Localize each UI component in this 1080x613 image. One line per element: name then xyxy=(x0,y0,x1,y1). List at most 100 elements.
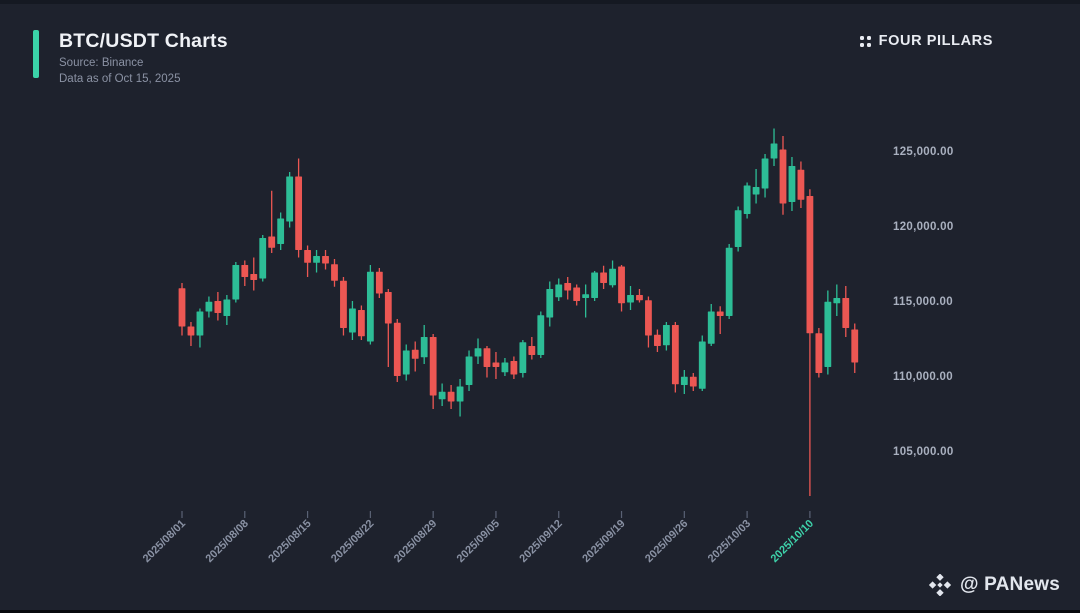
candle-body xyxy=(591,272,599,298)
candle-body xyxy=(528,346,536,355)
candle-body xyxy=(187,326,195,336)
x-axis-labels: 2025/08/01 2025/08/08 2025/08/15 2025/08/22… xyxy=(141,511,816,565)
x-axis-tick-label: 2025/08/29 xyxy=(392,518,439,565)
y-axis-tick-label: 105,000.00 xyxy=(893,446,954,458)
candle-body xyxy=(752,187,760,195)
x-axis-tick-label: 2025/08/08 xyxy=(203,518,250,565)
candle-body xyxy=(689,376,697,387)
candle-body xyxy=(492,362,500,367)
candle-body xyxy=(600,272,607,283)
candle-body xyxy=(788,166,796,202)
candle-body xyxy=(304,250,311,263)
candle-body xyxy=(519,342,527,373)
candle-body xyxy=(761,158,769,189)
candle-body xyxy=(573,287,581,301)
candle-body xyxy=(654,334,661,346)
candle-body xyxy=(510,361,518,375)
candle-body xyxy=(393,322,401,376)
page-title: BTC/USDT Charts xyxy=(59,30,228,52)
candle-body xyxy=(178,288,186,327)
candle-body xyxy=(429,337,437,396)
candle-body xyxy=(627,295,634,303)
candle-body xyxy=(806,196,814,334)
candle-body xyxy=(618,266,625,304)
candle-body xyxy=(743,185,751,214)
candle-body xyxy=(259,238,267,279)
x-axis-tick-label: 2025/08/22 xyxy=(329,518,376,565)
as-of-label: Data as of Oct 15, 2025 xyxy=(59,73,181,85)
candle-body xyxy=(196,311,204,336)
candle-body xyxy=(555,284,563,298)
brand-label: FOUR PILLARS xyxy=(878,33,993,49)
x-axis-tick-label: 2025/09/12 xyxy=(517,518,564,565)
candle-body xyxy=(349,308,356,333)
candle-body xyxy=(779,149,787,204)
candle-body xyxy=(438,391,446,400)
candle-body xyxy=(851,329,859,363)
x-axis-tick-label: 2025/10/03 xyxy=(706,518,753,565)
candle-body xyxy=(384,292,392,324)
candle-body xyxy=(331,264,338,281)
y-axis-tick-label: 115,000.00 xyxy=(893,296,953,308)
candle-body xyxy=(411,349,419,359)
candles-group[interactable] xyxy=(178,128,859,497)
candle-body xyxy=(214,301,222,313)
watermark-label: @ PANews xyxy=(959,574,1060,595)
candle-body xyxy=(223,299,231,316)
candle-body xyxy=(636,295,643,301)
candle-body xyxy=(716,311,724,316)
brand-logo: FOUR PILLARS xyxy=(859,33,993,49)
candle-body xyxy=(645,300,652,336)
y-axis-tick-label: 110,000.00 xyxy=(893,371,953,383)
candle-body xyxy=(707,311,715,344)
y-axis-tick-label: 120,000.00 xyxy=(893,221,954,233)
candle-body xyxy=(725,247,733,316)
chart-header: BTC/USDT Charts Source: Binance Data as … xyxy=(33,30,228,86)
candle-body xyxy=(447,391,455,402)
candle-body xyxy=(456,386,464,402)
candle-body xyxy=(313,256,320,263)
four-dots-icon xyxy=(859,35,871,47)
source-label: Source: Binance xyxy=(59,57,144,69)
x-axis-tick-label: 2025/08/15 xyxy=(266,518,313,565)
title-accent-bar xyxy=(33,30,39,78)
candle-body xyxy=(286,176,294,222)
candle-body xyxy=(680,376,688,385)
candle-body xyxy=(824,301,832,367)
candle-body xyxy=(358,310,365,337)
candle-body xyxy=(537,315,545,355)
candle-body xyxy=(241,265,249,277)
x-axis-tick-label: 2025/09/05 xyxy=(455,518,502,565)
top-edge-strip xyxy=(0,0,1080,4)
y-axis-labels: 125,000.00 120,000.00 115,000.00 110,000.00… xyxy=(893,146,954,458)
candle-body xyxy=(205,301,213,312)
x-axis-tick-label: 2025/08/01 xyxy=(141,518,188,565)
candle-body xyxy=(564,283,572,291)
candle-body xyxy=(375,271,383,294)
candle-body xyxy=(662,325,670,346)
candle-body xyxy=(465,356,473,385)
candle-body xyxy=(671,325,679,385)
binance-diamond-icon xyxy=(928,574,951,596)
x-axis-tick-label: 2025/09/26 xyxy=(643,518,690,565)
y-axis-tick-label: 125,000.00 xyxy=(893,146,954,158)
x-axis-tick-label: 2025/09/19 xyxy=(580,518,627,565)
candle-body xyxy=(474,348,482,357)
candle-body xyxy=(501,362,509,373)
candle-body xyxy=(340,280,347,328)
candle-body xyxy=(483,348,491,367)
candle-body xyxy=(797,169,805,200)
candle-body xyxy=(833,298,841,304)
x-axis-tick-label-highlighted: 2025/10/10 xyxy=(769,518,816,565)
candle-body xyxy=(842,298,850,328)
candle-body xyxy=(420,337,428,358)
candle-body xyxy=(295,176,303,250)
candle-body xyxy=(366,271,374,342)
candle-body xyxy=(232,265,240,300)
candle-body xyxy=(815,333,823,373)
bottom-edge-strip xyxy=(0,610,1080,613)
candle-body xyxy=(268,236,276,248)
watermark: @ PANews xyxy=(928,574,1060,596)
